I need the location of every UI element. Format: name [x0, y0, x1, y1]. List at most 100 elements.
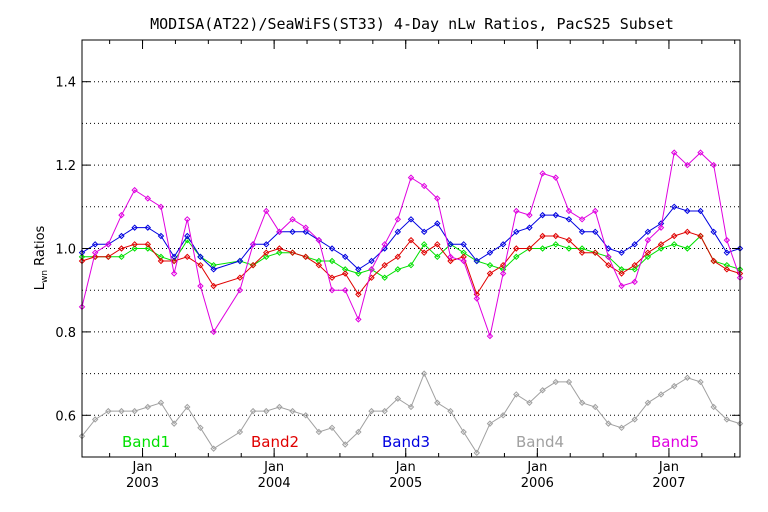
data-point-band5 — [473, 295, 481, 302]
data-point-band5 — [91, 249, 99, 256]
data-point-band2 — [460, 253, 467, 261]
legend-label-band2: Band2 — [251, 433, 299, 451]
data-point-band2 — [236, 274, 244, 281]
data-point-band3 — [539, 211, 546, 219]
data-point-band1 — [684, 245, 691, 252]
data-point-band4 — [105, 407, 112, 415]
data-point-band2 — [552, 232, 559, 240]
data-point-band4 — [118, 407, 125, 415]
data-point-band2 — [105, 253, 112, 261]
data-point-band1 — [276, 249, 283, 256]
data-point-band5 — [420, 182, 428, 190]
data-point-band2 — [723, 266, 731, 273]
data-point-band2 — [315, 261, 323, 269]
data-point-band4 — [486, 420, 494, 427]
x-tick-year: 2005 — [389, 476, 422, 491]
data-point-band5 — [499, 270, 507, 277]
data-point-band4 — [315, 428, 323, 436]
data-point-band1 — [381, 274, 388, 281]
data-point-band2 — [302, 253, 309, 261]
data-point-band4 — [420, 370, 428, 377]
series-line-band2 — [81, 231, 741, 296]
data-point-band3 — [263, 241, 270, 248]
data-point-band3 — [236, 257, 244, 265]
data-point-band2 — [447, 257, 454, 265]
series-band5 — [78, 149, 744, 340]
y-axis-label-rest: Ratios — [33, 225, 48, 270]
data-point-band1 — [157, 253, 165, 261]
data-point-band5 — [723, 236, 731, 244]
data-point-band5 — [276, 228, 283, 236]
data-point-band2 — [184, 253, 191, 261]
data-point-band2 — [513, 245, 520, 252]
data-point-band5 — [157, 203, 165, 211]
data-point-band2 — [355, 291, 362, 298]
data-point-band2 — [710, 257, 717, 265]
data-point-band2 — [381, 261, 388, 269]
data-point-band3 — [170, 253, 178, 261]
data-point-band2 — [170, 257, 178, 265]
data-point-band3 — [592, 228, 599, 236]
data-point-band3 — [289, 228, 296, 236]
data-point-band2 — [644, 249, 652, 256]
data-point-band2 — [697, 232, 704, 240]
data-point-band2 — [578, 249, 586, 256]
data-point-band4 — [513, 391, 520, 398]
data-point-band3 — [552, 211, 559, 219]
data-point-band2 — [118, 245, 125, 252]
data-point-band4 — [91, 416, 99, 423]
data-point-band4 — [578, 399, 586, 406]
data-point-band2 — [670, 232, 678, 240]
data-point-band5 — [697, 149, 704, 156]
data-point-band5 — [657, 224, 665, 231]
data-point-band5 — [381, 241, 388, 248]
data-point-band4 — [368, 407, 375, 415]
legend-label-band1: Band1 — [122, 433, 170, 451]
y-axis-label-main: L — [33, 282, 48, 290]
data-point-band1 — [144, 245, 152, 252]
data-point-band4 — [170, 420, 178, 427]
data-point-band3 — [184, 232, 191, 240]
data-point-band5 — [578, 216, 586, 223]
data-point-band5 — [565, 207, 573, 215]
data-point-band1 — [341, 266, 349, 273]
series-line-band4 — [81, 372, 741, 454]
data-point-band1 — [565, 245, 573, 252]
data-point-band4 — [526, 399, 533, 406]
data-point-band1 — [420, 241, 428, 248]
data-point-band3 — [710, 228, 717, 236]
grid — [82, 81, 740, 416]
data-point-band3 — [434, 220, 441, 227]
y-tick-label: 1.0 — [55, 243, 76, 258]
data-point-band1 — [723, 261, 731, 269]
data-point-band5 — [236, 286, 244, 294]
data-point-band5 — [670, 149, 678, 156]
data-point-band5 — [302, 224, 309, 231]
legend-label-band4: Band4 — [516, 433, 564, 451]
legend: Band1 Band2 Band3 Band4 Band5 — [122, 433, 699, 451]
data-point-band4 — [236, 428, 244, 436]
data-point-band3 — [605, 245, 612, 252]
data-point-band3 — [697, 207, 704, 215]
data-point-band1 — [631, 266, 638, 273]
data-point-band4 — [710, 403, 717, 411]
chart-title: MODISA(AT22)/SeaWiFS(ST33) 4-Day nLw Rat… — [150, 15, 674, 33]
x-tick-month: Jan — [526, 460, 547, 475]
data-point-band2 — [91, 253, 99, 261]
data-point-band5 — [539, 170, 546, 177]
data-point-band3 — [91, 241, 99, 248]
data-point-band2 — [539, 232, 546, 240]
data-point-band5 — [434, 195, 441, 202]
data-point-band5 — [249, 241, 257, 248]
data-point-band4 — [460, 428, 467, 436]
data-point-band3 — [526, 224, 533, 231]
data-point-band4 — [355, 428, 362, 436]
data-point-band3 — [644, 228, 652, 236]
data-point-band2 — [526, 245, 533, 252]
data-point-band5 — [592, 207, 599, 215]
x-tick-year: 2006 — [521, 476, 554, 491]
data-point-band4 — [684, 374, 691, 381]
data-point-band3 — [723, 249, 731, 256]
data-point-band5 — [197, 282, 204, 290]
